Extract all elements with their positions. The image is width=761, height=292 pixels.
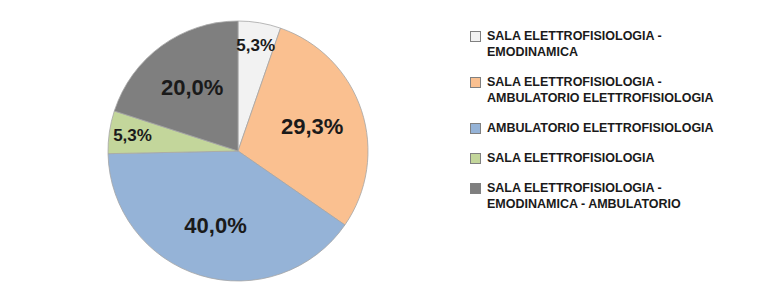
svg-text:20,0%: 20,0% xyxy=(161,75,223,100)
svg-text:5,3%: 5,3% xyxy=(236,36,275,55)
svg-text:5,3%: 5,3% xyxy=(113,126,152,145)
html-text:SALA ELETTROFISIOLOGIA: SALA ELETTROFISIOLOGIA xyxy=(487,151,655,165)
svg-text:40,0%: 40,0% xyxy=(184,213,246,238)
svg-text:29,3%: 29,3% xyxy=(281,114,343,139)
html-text:SALA ELETTROFISIOLOGIA - EMODI: SALA ELETTROFISIOLOGIA - EMODINAMICA xyxy=(487,29,662,59)
html-text:AMBULATORIO ELETTROFISIOLOGIA: AMBULATORIO ELETTROFISIOLOGIA xyxy=(487,121,714,135)
html-text:SALA ELETTROFISIOLOGIA - EMODI: SALA ELETTROFISIOLOGIA - EMODINAMICA - A… xyxy=(487,181,681,211)
html-text:SALA ELETTROFISIOLOGIA - AMBUL: SALA ELETTROFISIOLOGIA - AMBULATORIO ELE… xyxy=(487,75,714,105)
